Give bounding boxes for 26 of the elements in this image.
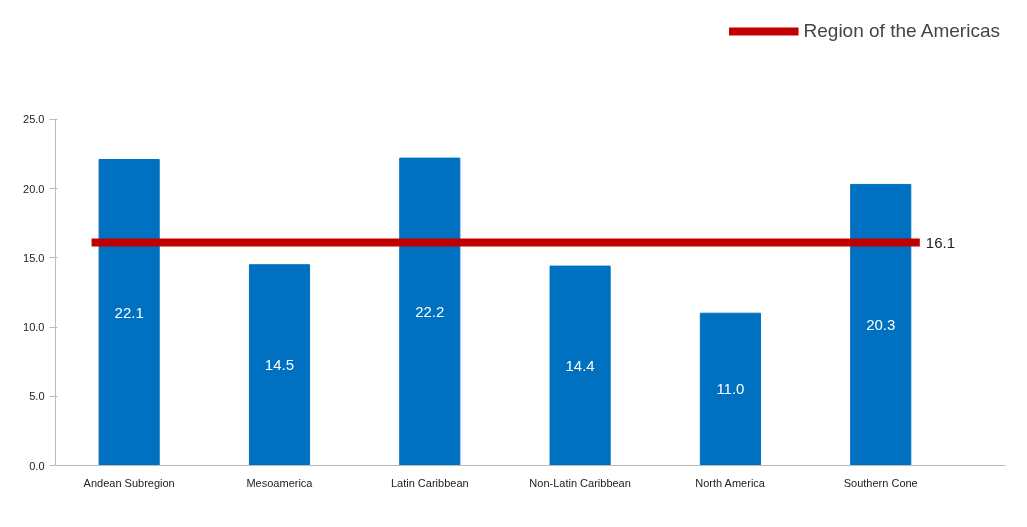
bar (98, 159, 160, 466)
x-tick-label: Mesoamerica (246, 476, 314, 489)
x-tick-label: Latin Caribbean (390, 476, 469, 489)
data-label: 14.5 (264, 356, 295, 374)
data-label: 22.2 (415, 302, 445, 320)
data-label: 22.1 (114, 303, 144, 321)
bar (399, 157, 461, 466)
x-tick-label: North America (695, 476, 766, 489)
bar (699, 312, 761, 466)
y-tick-label: 10.0 (23, 321, 45, 334)
x-tick-label: Andean Subregion (83, 476, 175, 489)
y-tick-label: 25.0 (23, 113, 45, 126)
y-tick-label: 20.0 (23, 182, 45, 195)
data-label: 11.0 (716, 380, 745, 398)
x-tick-label: Non-Latin Caribbean (529, 476, 631, 489)
y-tick-label: 5.0 (29, 390, 45, 403)
x-tick-label: Southern Cone (843, 476, 918, 489)
data-label: 20.3 (866, 315, 896, 333)
bar (850, 183, 912, 466)
bar (248, 264, 311, 466)
y-tick-label: 15.0 (23, 251, 45, 264)
data-label: 14.4 (565, 356, 595, 374)
text: Region of the Americas (803, 20, 1000, 42)
bar (549, 265, 611, 466)
ref-line-label: 16.1 (925, 233, 956, 251)
y-tick-label: 0.0 (29, 459, 45, 472)
